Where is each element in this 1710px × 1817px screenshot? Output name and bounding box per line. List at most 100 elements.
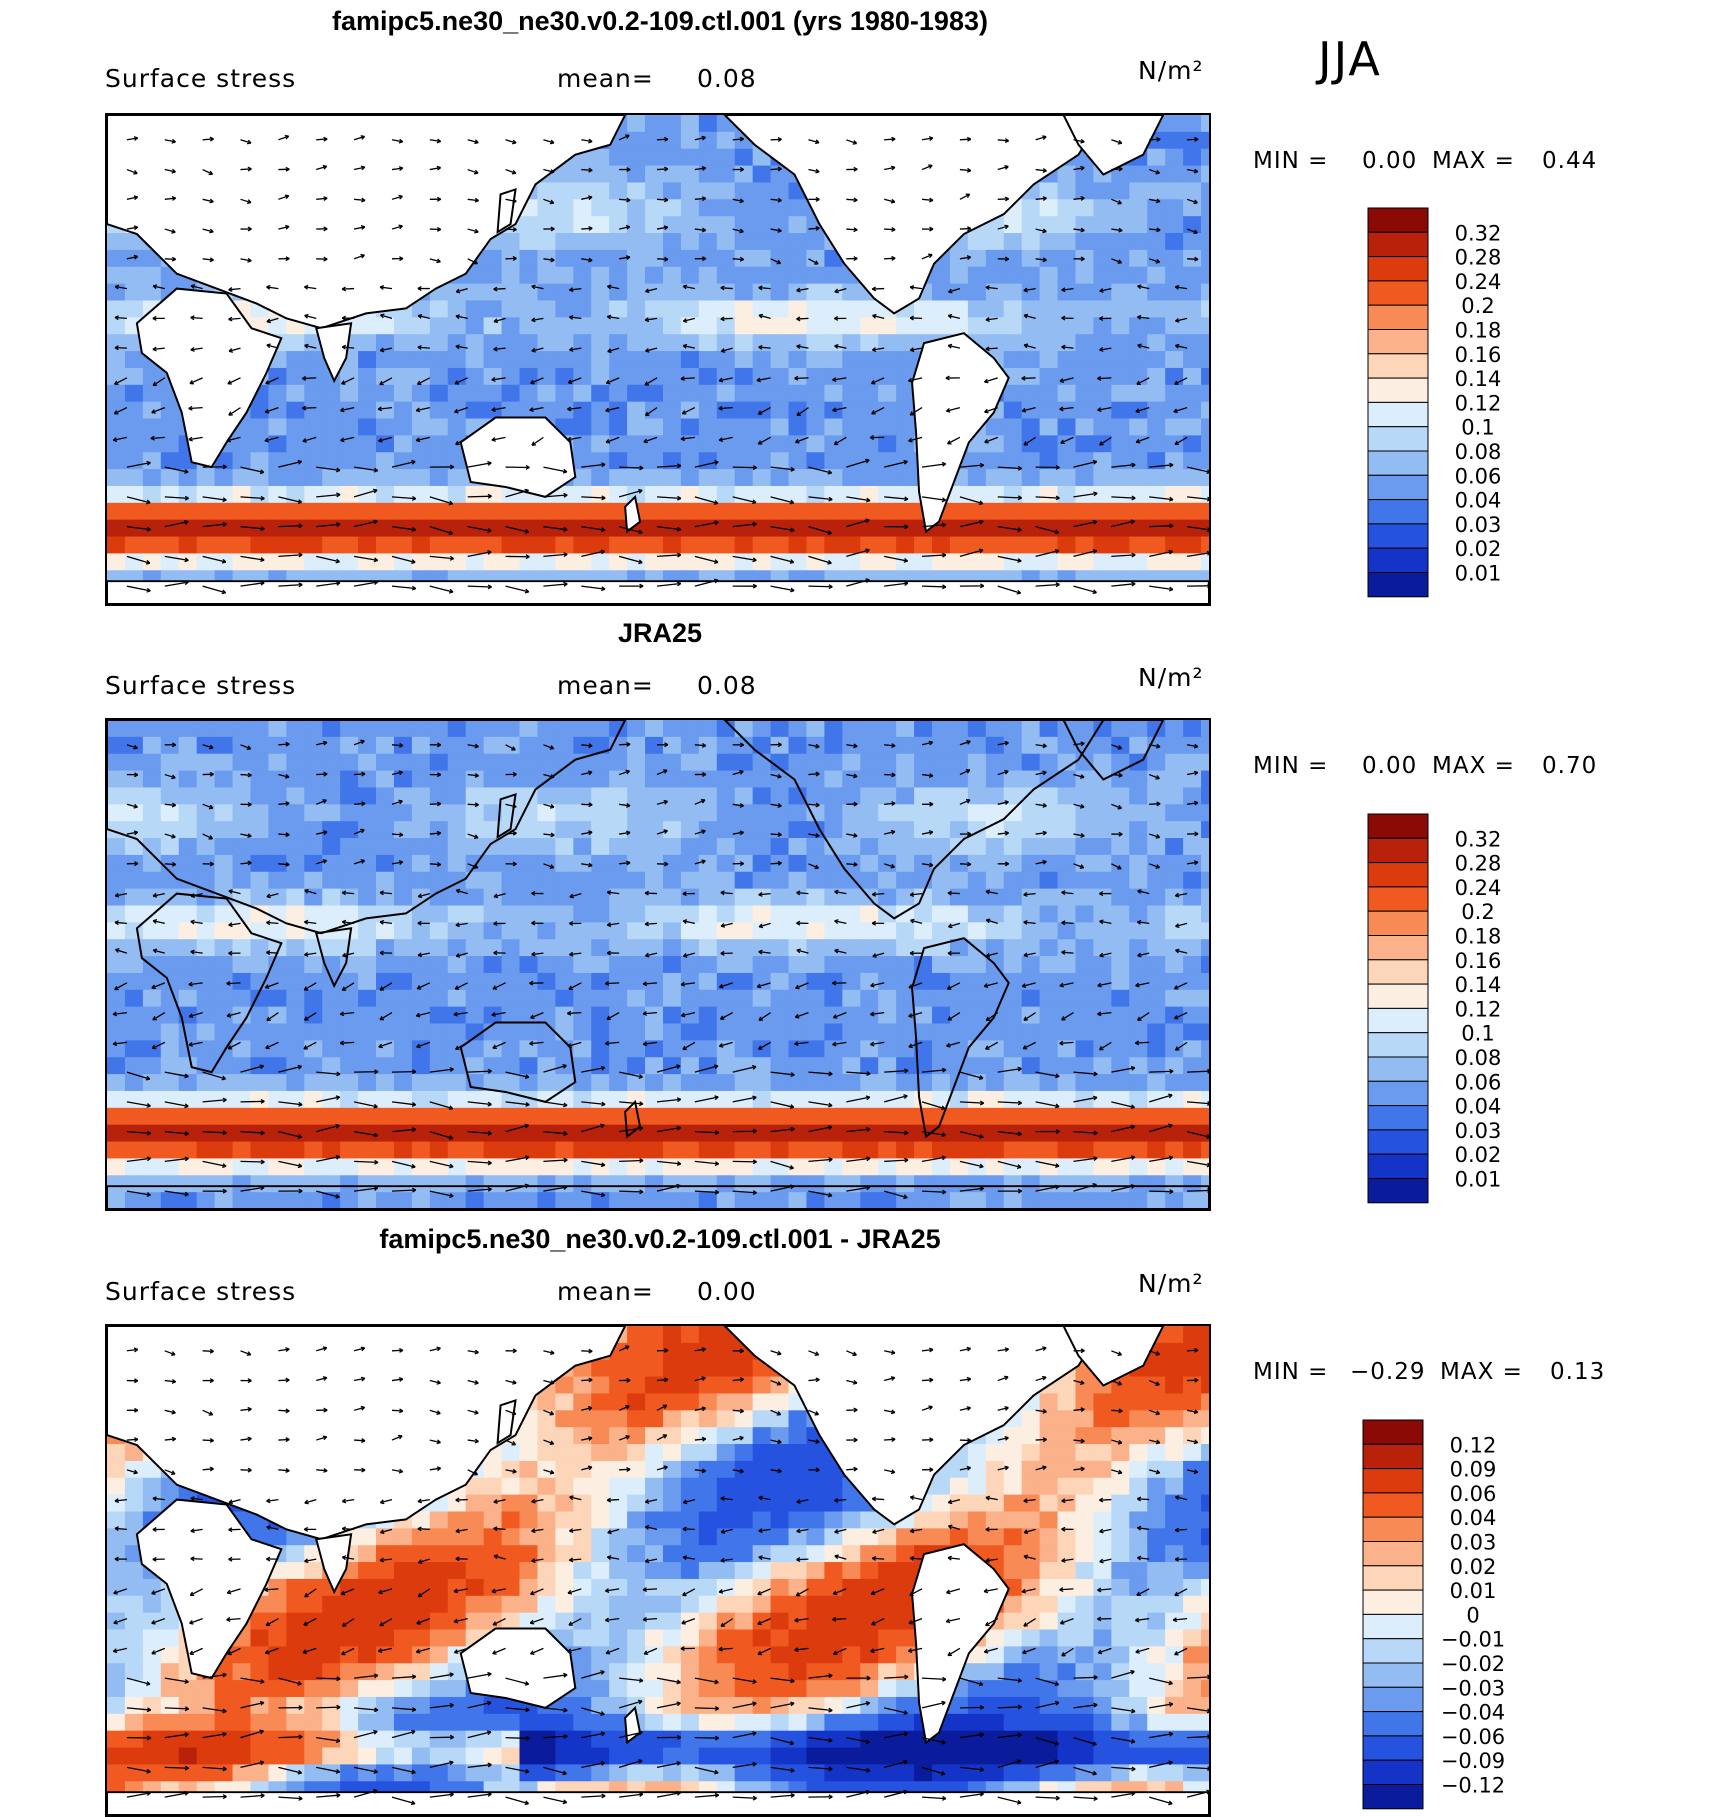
field-cell (412, 486, 431, 504)
field-cell (1093, 939, 1112, 957)
field-cell (466, 956, 485, 974)
field-cell (950, 737, 969, 755)
field-cell (1129, 1158, 1148, 1176)
field-cell (1111, 486, 1130, 504)
field-cell (1201, 402, 1209, 420)
field-cell (806, 1024, 825, 1042)
field-cell (789, 1024, 808, 1042)
field-cell (753, 537, 772, 555)
field-cell (735, 149, 754, 167)
field-cell (591, 300, 610, 318)
field-cell (645, 486, 664, 504)
field-cell (107, 720, 126, 738)
field-cell (573, 199, 592, 217)
field-cell (502, 720, 521, 738)
field-cell (573, 233, 592, 251)
field-cell (753, 1192, 772, 1209)
field-cell (466, 351, 485, 369)
field-cell (663, 402, 682, 420)
field-cell (1147, 334, 1166, 352)
field-cell (1058, 216, 1077, 234)
field-cell (753, 1108, 772, 1126)
field-cell (1093, 250, 1112, 268)
field-cell (681, 821, 700, 839)
field-cell (645, 1125, 664, 1143)
field-cell (735, 1040, 754, 1058)
field-cell (394, 1142, 413, 1160)
field-cell (161, 905, 180, 923)
field-cell (878, 368, 897, 386)
field-cell (717, 1125, 736, 1143)
field-cell (932, 771, 951, 789)
field-cell (645, 720, 664, 738)
field-cell (627, 922, 646, 940)
field-cell (376, 922, 395, 940)
field-cell (1201, 720, 1209, 738)
field-cell (179, 838, 198, 856)
field-cell (1165, 956, 1184, 974)
field-cell (771, 821, 790, 839)
field-cell (107, 334, 126, 352)
field-cell (1129, 199, 1148, 217)
field-cell (358, 1024, 377, 1042)
field-cell (197, 1142, 216, 1160)
field-cell (268, 1007, 287, 1025)
field-cell (250, 1057, 269, 1075)
field-cell (250, 1125, 269, 1143)
field-cell (789, 1175, 808, 1193)
field-cell (950, 284, 969, 302)
field-cell (1111, 720, 1130, 738)
field-cell (520, 1024, 539, 1042)
field-cell (555, 1192, 574, 1209)
field-cell (645, 115, 664, 133)
field-cell (699, 115, 718, 133)
field-cell (950, 1108, 969, 1126)
field-cell (1147, 872, 1166, 890)
field-cell (968, 284, 987, 302)
field-cell (502, 973, 521, 991)
field-cell (107, 250, 126, 268)
field-cell (896, 771, 915, 789)
panel-2-mean-value: 0.08 (697, 671, 757, 700)
field-cell (1111, 300, 1130, 318)
field-cell (842, 503, 861, 521)
field-cell (806, 334, 825, 352)
field-cell (1040, 1142, 1059, 1160)
field-cell (645, 872, 664, 890)
field-cell (609, 351, 628, 369)
field-cell (771, 537, 790, 555)
field-cell (125, 368, 144, 386)
field-cell (914, 1007, 933, 1025)
field-cell (250, 1074, 269, 1092)
field-cell (107, 838, 126, 856)
field-cell (896, 537, 915, 555)
field-cell (268, 754, 287, 772)
field-cell (681, 737, 700, 755)
field-cell (1201, 1074, 1209, 1092)
field-cell (932, 317, 951, 335)
field-cell (215, 754, 234, 772)
field-cell (878, 990, 897, 1008)
field-cell (412, 804, 431, 822)
field-cell (950, 872, 969, 890)
field-cell (914, 872, 933, 890)
field-cell (502, 956, 521, 974)
field-cell (1040, 1024, 1059, 1042)
field-cell (771, 182, 790, 200)
field-cell (555, 385, 574, 403)
field-cell (268, 1192, 287, 1209)
field-cell (878, 503, 897, 521)
field-cell (573, 402, 592, 420)
field-cell (771, 402, 790, 420)
field-cell (627, 889, 646, 907)
field-cell (484, 1175, 503, 1193)
field-cell (717, 149, 736, 167)
field-cell (950, 250, 969, 268)
field-cell (789, 419, 808, 437)
field-cell (466, 368, 485, 386)
field-cell (717, 1108, 736, 1126)
field-cell (1201, 132, 1209, 150)
field-cell (358, 553, 377, 571)
field-cell (932, 737, 951, 755)
field-cell (950, 720, 969, 738)
